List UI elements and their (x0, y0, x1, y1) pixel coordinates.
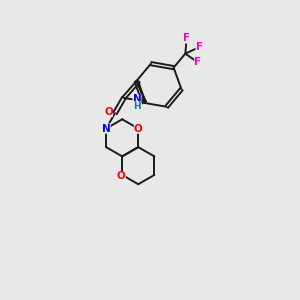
Text: N: N (133, 94, 141, 104)
Text: F: F (194, 57, 201, 68)
Text: F: F (196, 42, 203, 52)
Text: O: O (117, 171, 126, 182)
Text: H: H (133, 101, 141, 110)
Text: N: N (102, 124, 110, 134)
Text: O: O (104, 107, 113, 117)
Text: O: O (134, 124, 142, 134)
Text: F: F (183, 33, 190, 43)
